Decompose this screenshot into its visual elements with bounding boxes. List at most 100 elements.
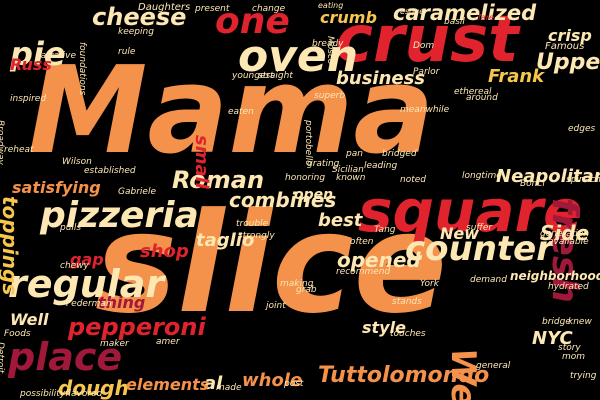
word-thing: thing	[98, 293, 146, 312]
word-gap: gap	[70, 250, 104, 269]
word-stands: stands	[392, 297, 422, 307]
word-generation: generation	[540, 229, 589, 239]
word-elements: elements	[126, 375, 210, 394]
word-foods: Foods	[4, 329, 31, 339]
word-al: al	[204, 373, 223, 394]
word-esque: esque	[400, 7, 425, 16]
word-edges: edges	[568, 124, 596, 134]
word-chewy: chewy	[60, 261, 89, 271]
word-knew: knew	[568, 317, 592, 327]
word-business: business	[336, 68, 426, 89]
word-ethereal: ethereal	[454, 87, 492, 97]
word-often: often	[350, 237, 374, 247]
word-strongly: strongly	[238, 231, 275, 241]
word-frank: Frank	[488, 66, 545, 87]
word-well: Well	[10, 310, 49, 329]
word-bready: bready	[312, 39, 344, 49]
word-shop: shop	[140, 241, 189, 262]
word-making: making	[280, 279, 314, 289]
word-mosco: Mosco	[325, 36, 335, 65]
word-combines: combines	[229, 188, 337, 212]
word-recommend: recommend	[336, 267, 391, 277]
word-change: change	[252, 4, 286, 14]
word-slice: slice	[95, 183, 448, 344]
word-superb: superb	[314, 91, 346, 101]
word-small: small	[191, 135, 212, 189]
word-spinach: spinach	[566, 175, 600, 185]
word-maker: maker	[100, 339, 129, 349]
word-square: square	[358, 177, 583, 245]
word-honoring: honoring	[285, 173, 326, 183]
word-satisfying: satisfying	[12, 178, 101, 197]
word-place: place	[8, 335, 123, 379]
word-around: around	[466, 93, 498, 103]
word-pan: pan	[346, 149, 363, 159]
word-bridged: bridged	[382, 149, 417, 159]
word-established: established	[84, 166, 136, 176]
word-dough: dough	[58, 376, 129, 400]
word-available: available	[548, 237, 589, 247]
word-keeping: keeping	[118, 27, 154, 37]
word-neapolitan: Neapolitan	[496, 166, 600, 187]
word-suffer: suffer	[466, 223, 493, 233]
word-regular: regular	[8, 262, 165, 306]
word-new: New	[440, 224, 480, 243]
word-bonci: Bonci	[520, 179, 545, 189]
word-wilson: Wilson	[62, 157, 92, 167]
word-pizzeria: pizzeria	[40, 195, 199, 236]
word-straight: straight	[258, 71, 293, 81]
word-made: made	[216, 383, 242, 393]
word-opened: opened	[337, 248, 421, 272]
word-present: present	[195, 4, 230, 14]
word-noted: noted	[400, 175, 426, 185]
word-reheat: reheat	[4, 145, 34, 155]
word-demand: demand	[470, 275, 507, 285]
word-pie: pie	[10, 35, 66, 73]
word-neighborhood: neighborhood	[510, 269, 600, 283]
word-tang: Tang	[374, 225, 396, 235]
word-detroit: Detroit	[0, 342, 5, 374]
word-rule: rule	[118, 47, 136, 57]
word-gabriele: Gabriele	[118, 187, 156, 197]
word-general: general	[476, 361, 511, 371]
word-famous: Famous	[545, 41, 585, 52]
word-hydrated: hydrated	[548, 282, 589, 292]
word-mom: mom	[562, 352, 586, 362]
word-parlor: Parlor	[413, 67, 440, 77]
word-side: Side	[540, 221, 590, 245]
word-mama: Mama	[28, 42, 435, 181]
word-broadway: Broadway	[0, 120, 5, 165]
word-longtime: longtime	[462, 171, 502, 181]
word-fare: fare	[478, 13, 494, 22]
word-one: one	[215, 1, 290, 42]
word-cheese: cheese	[92, 3, 187, 31]
word-grating: grating	[307, 159, 340, 169]
word-amer: amer	[156, 337, 180, 347]
word-toppings: toppings	[0, 196, 22, 296]
word-meanwhile: meanwhile	[400, 105, 450, 115]
word-touches: touches	[390, 329, 426, 339]
word-taglio: taglio	[196, 230, 255, 251]
word-russ: Russ	[10, 55, 52, 74]
word-roman: Roman	[172, 166, 265, 194]
word-federman: Federman	[66, 299, 112, 309]
word-eating: eating	[318, 1, 344, 10]
word-narrative: narrative	[35, 51, 77, 61]
word-pulls: pulls	[60, 223, 82, 233]
word-dom: Dom	[413, 41, 435, 51]
word-trouble: trouble	[236, 219, 269, 229]
word-upper: Upper	[536, 50, 600, 75]
word-oven: oven	[238, 31, 359, 82]
word-nyc: NYC	[532, 328, 573, 349]
word-crisp: crisp	[548, 26, 592, 45]
word-trying: trying	[570, 371, 597, 381]
word-caramelized: caramelized	[393, 1, 537, 25]
word-whole: whole	[242, 370, 303, 391]
word-counter: counter	[405, 229, 554, 269]
word-sicilian: Sicilian	[332, 165, 364, 175]
word-joint: joint	[266, 301, 286, 311]
word-foundations: foundations	[77, 42, 87, 96]
word-york: York	[420, 279, 439, 289]
word-best: best	[318, 210, 363, 231]
